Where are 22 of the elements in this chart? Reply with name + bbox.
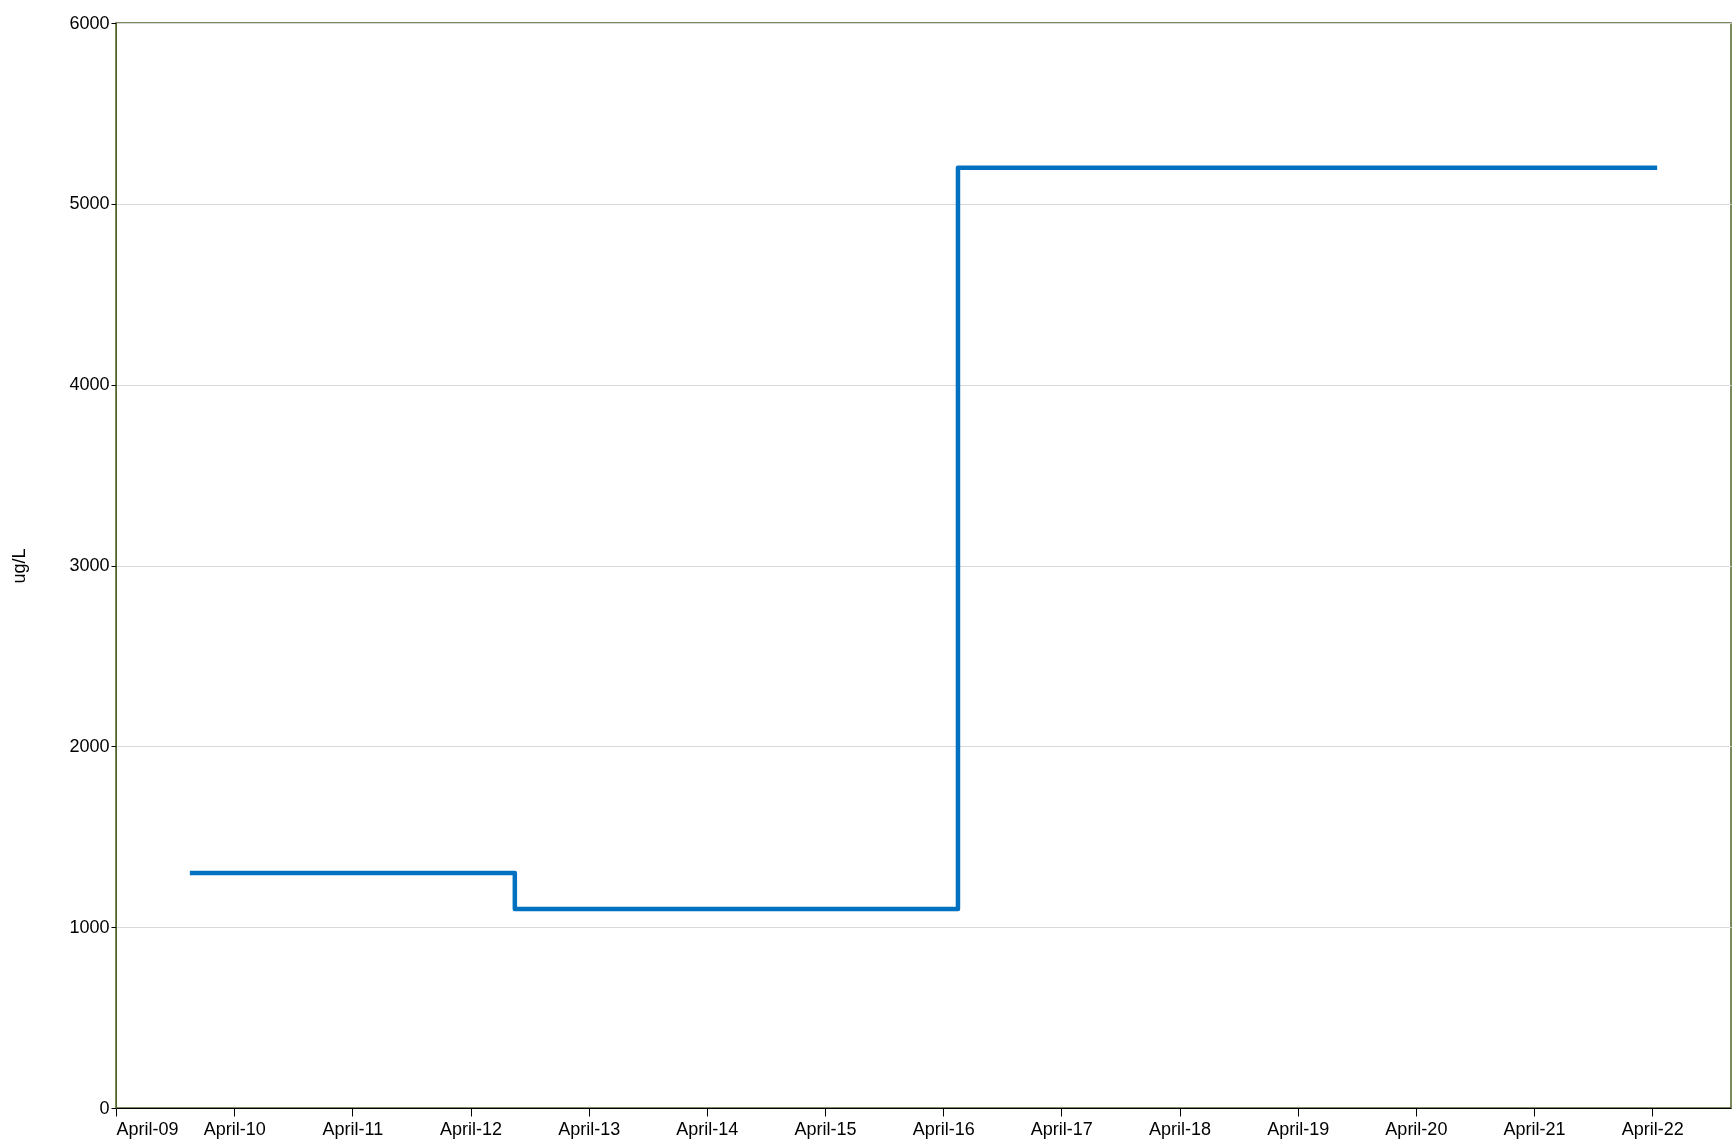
- x-tick-label: April-21: [1503, 1118, 1566, 1139]
- x-tick-label: April-11: [322, 1118, 384, 1139]
- x-tick-label: April-13: [558, 1118, 621, 1139]
- y-tick-label: 1000: [69, 916, 110, 937]
- y-tick-label: 2000: [69, 735, 110, 756]
- x-tick-label: April-16: [912, 1118, 975, 1139]
- y-axis-title: ug/L: [9, 548, 30, 584]
- x-tick-label: April-18: [1149, 1118, 1212, 1139]
- y-tick-label: 5000: [69, 193, 110, 214]
- x-tick-label: April-22: [1621, 1118, 1684, 1139]
- x-tick-label: April-14: [676, 1118, 739, 1139]
- x-tick-label: April-17: [1030, 1118, 1093, 1139]
- x-tick-label: April-19: [1267, 1118, 1330, 1139]
- x-tick-label: April-10: [203, 1118, 266, 1139]
- y-tick-label: 4000: [69, 374, 110, 395]
- x-tick-label: April-20: [1385, 1118, 1448, 1139]
- x-tick-label: April-15: [794, 1118, 857, 1139]
- x-tick-label: April-12: [440, 1118, 503, 1139]
- y-tick-label: 0: [99, 1097, 110, 1118]
- x-tick-label: April-09: [116, 1118, 179, 1139]
- y-tick-label: 3000: [69, 555, 110, 575]
- y-tick-label: 6000: [69, 12, 110, 33]
